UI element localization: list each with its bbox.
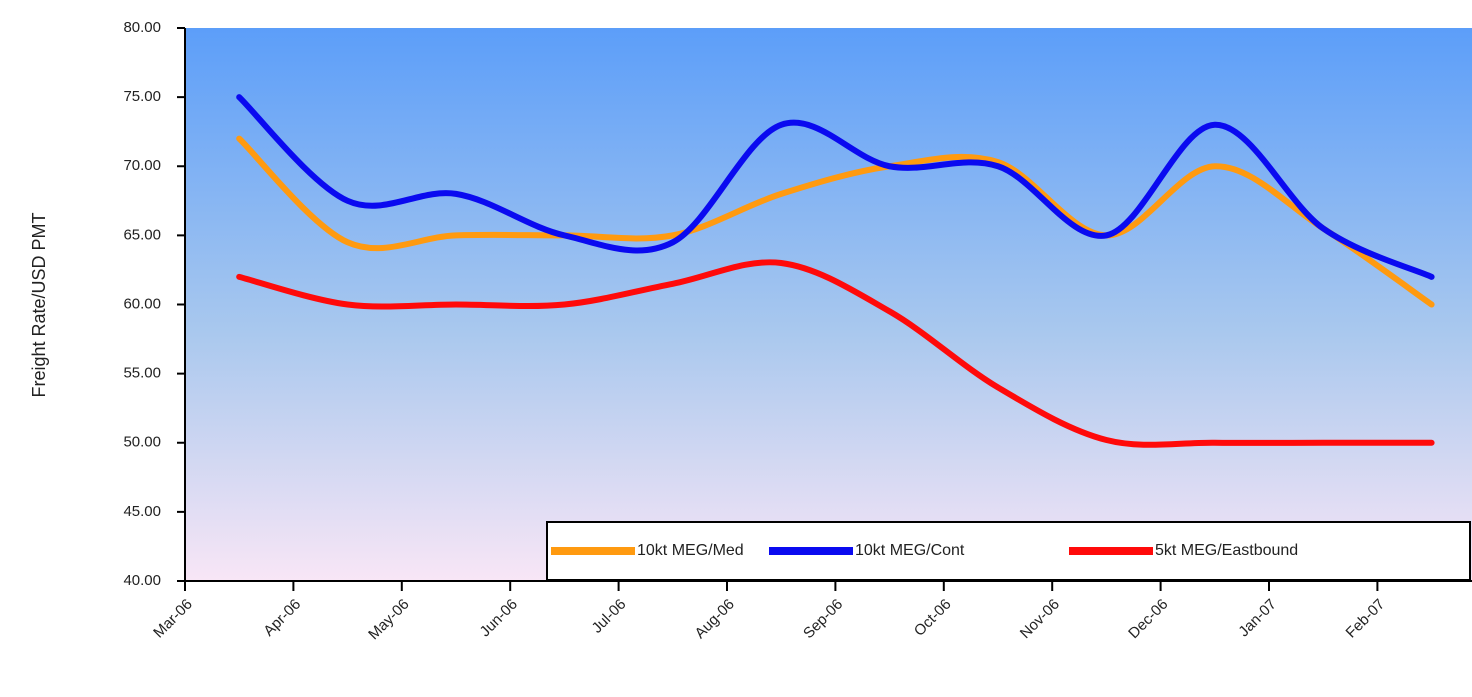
- y-tick-label: 50.00: [123, 434, 161, 451]
- x-tick-label: Dec-06: [1125, 596, 1171, 642]
- legend-label: 10kt MEG/Cont: [855, 542, 965, 559]
- legend-label: 10kt MEG/Med: [637, 542, 744, 559]
- legend-box: [546, 521, 1471, 581]
- y-tick-label: 70.00: [123, 157, 161, 174]
- y-tick-label: 45.00: [123, 503, 161, 520]
- y-tick-label: 40.00: [123, 572, 161, 589]
- y-tick-label: 80.00: [123, 19, 161, 36]
- x-tick-label: May-06: [365, 596, 412, 643]
- x-tick-label: Aug-06: [692, 596, 738, 642]
- y-tick-label: 55.00: [123, 365, 161, 382]
- series-line: [236, 259, 1435, 448]
- x-tick-label: Oct-06: [911, 596, 955, 640]
- y-tick-label: 75.00: [123, 88, 161, 105]
- x-tick-label: Feb-07: [1343, 596, 1389, 642]
- x-tick-label: Mar-06: [150, 596, 196, 642]
- x-tick-label: Sep-06: [800, 596, 846, 642]
- x-tick-label: Jan-07: [1235, 596, 1279, 640]
- x-tick-label: Jul-06: [589, 596, 630, 637]
- series-line: [236, 135, 1435, 308]
- y-axis-label: Freight Rate/USD PMT: [29, 212, 49, 397]
- legend: 10kt MEG/Med 10kt MEG/Cont 5kt MEG/Eastbou…: [546, 521, 1471, 581]
- series-line: [236, 94, 1435, 280]
- y-tick-label: 60.00: [123, 295, 161, 312]
- x-tick-label: Jun-06: [477, 596, 521, 640]
- x-tick-label: Apr-06: [260, 596, 304, 640]
- x-tick-label: Nov-06: [1017, 596, 1063, 642]
- legend-label: 5kt MEG/Eastbound: [1155, 542, 1298, 559]
- y-tick-label: 65.00: [123, 226, 161, 243]
